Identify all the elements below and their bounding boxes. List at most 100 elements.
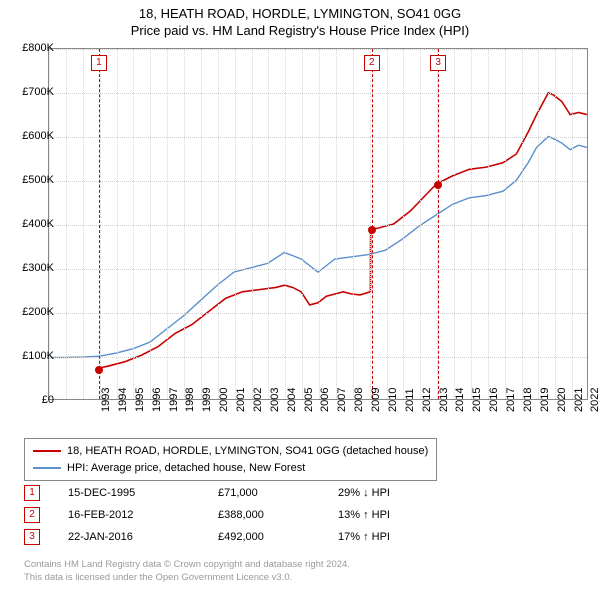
x-gridline [218, 49, 219, 399]
figure-container: 18, HEATH ROAD, HORDLE, LYMINGTON, SO41 … [0, 0, 600, 590]
x-axis-label: 1996 [151, 388, 163, 412]
x-axis-label: 2004 [286, 388, 298, 412]
event-row-date: 22-JAN-2016 [68, 531, 218, 543]
x-gridline [117, 49, 118, 399]
x-axis-label: 2003 [269, 388, 281, 412]
events-table: 115-DEC-1995£71,00029% ↓ HPI216-FEB-2012… [24, 482, 390, 548]
x-gridline [403, 49, 404, 399]
y-gridline [49, 313, 587, 314]
x-gridline [83, 49, 84, 399]
event-marker-box: 1 [91, 55, 107, 71]
title-line-1: 18, HEATH ROAD, HORDLE, LYMINGTON, SO41 … [0, 6, 600, 23]
x-gridline [167, 49, 168, 399]
event-marker-dot [95, 366, 103, 374]
x-axis-label: 2017 [505, 388, 517, 412]
x-gridline [252, 49, 253, 399]
disclaimer-line-2: This data is licensed under the Open Gov… [24, 572, 350, 584]
x-axis-label: 2000 [218, 388, 230, 412]
event-row-diff: 29% ↓ HPI [338, 487, 390, 499]
x-gridline [454, 49, 455, 399]
x-axis-label: 2010 [387, 388, 399, 412]
x-gridline [285, 49, 286, 399]
x-gridline [488, 49, 489, 399]
x-axis-label: 2021 [573, 388, 585, 412]
x-axis-label: 2013 [438, 388, 450, 412]
x-gridline [201, 49, 202, 399]
x-gridline [235, 49, 236, 399]
y-axis-label: £200K [22, 306, 54, 318]
x-gridline [268, 49, 269, 399]
x-gridline [353, 49, 354, 399]
event-row-marker: 2 [24, 507, 40, 523]
event-marker-box: 3 [430, 55, 446, 71]
x-axis-label: 2002 [252, 388, 264, 412]
x-axis-label: 2015 [471, 388, 483, 412]
x-gridline [505, 49, 506, 399]
x-axis-label: 2001 [235, 388, 247, 412]
event-row: 2 16-FEB-2012£388,00013% ↑ HPI [24, 504, 390, 526]
x-gridline [522, 49, 523, 399]
legend-item: HPI: Average price, detached house, New … [33, 460, 428, 477]
series-line [49, 137, 587, 358]
y-axis-label: £800K [22, 42, 54, 54]
event-row-marker: 1 [24, 485, 40, 501]
x-axis-label: 1994 [117, 388, 129, 412]
legend-label: 18, HEATH ROAD, HORDLE, LYMINGTON, SO41 … [67, 443, 428, 460]
y-axis-label: £500K [22, 174, 54, 186]
x-axis-label: 2008 [353, 388, 365, 412]
x-axis-label: 2022 [589, 388, 600, 412]
x-gridline [336, 49, 337, 399]
y-gridline [49, 225, 587, 226]
x-gridline [133, 49, 134, 399]
y-gridline [49, 269, 587, 270]
event-marker-dot [434, 181, 442, 189]
event-row-price: £492,000 [218, 531, 338, 543]
event-row-diff: 17% ↑ HPI [338, 531, 390, 543]
x-gridline [572, 49, 573, 399]
event-marker-dot [368, 226, 376, 234]
x-gridline [420, 49, 421, 399]
legend-swatch [33, 450, 61, 452]
legend-label: HPI: Average price, detached house, New … [67, 460, 305, 477]
x-gridline [184, 49, 185, 399]
x-axis-label: 2009 [370, 388, 382, 412]
event-row-marker: 3 [24, 529, 40, 545]
legend-item: 18, HEATH ROAD, HORDLE, LYMINGTON, SO41 … [33, 443, 428, 460]
y-axis-label: £100K [22, 350, 54, 362]
x-axis-label: 2011 [404, 388, 416, 412]
y-gridline [49, 137, 587, 138]
x-gridline [387, 49, 388, 399]
y-axis-label: £400K [22, 218, 54, 230]
y-gridline [49, 49, 587, 50]
event-row-price: £388,000 [218, 509, 338, 521]
y-axis-label: £600K [22, 130, 54, 142]
event-row-date: 15-DEC-1995 [68, 487, 218, 499]
x-axis-label: 2020 [556, 388, 568, 412]
event-marker-line [438, 49, 439, 399]
x-axis-label: 1995 [134, 388, 146, 412]
event-marker-box: 2 [364, 55, 380, 71]
x-gridline [319, 49, 320, 399]
x-axis-label: 1999 [201, 388, 213, 412]
title-block: 18, HEATH ROAD, HORDLE, LYMINGTON, SO41 … [0, 0, 600, 40]
title-line-2: Price paid vs. HM Land Registry's House … [0, 23, 600, 40]
x-gridline [302, 49, 303, 399]
x-gridline [370, 49, 371, 399]
y-gridline [49, 357, 587, 358]
event-marker-line [372, 49, 373, 399]
x-axis-label: 2012 [421, 388, 433, 412]
event-row-diff: 13% ↑ HPI [338, 509, 390, 521]
x-gridline [538, 49, 539, 399]
disclaimer-text: Contains HM Land Registry data © Crown c… [24, 559, 350, 584]
x-axis-label: 2019 [539, 388, 551, 412]
event-row: 115-DEC-1995£71,00029% ↓ HPI [24, 482, 390, 504]
x-gridline [555, 49, 556, 399]
chart-area: 123 199319941995199619971998199920002001… [48, 48, 588, 400]
plot-region: 1 2 3 [48, 48, 588, 400]
y-axis-label: £0 [42, 394, 54, 406]
disclaimer-line-1: Contains HM Land Registry data © Crown c… [24, 559, 350, 571]
x-axis-label: 1998 [184, 388, 196, 412]
y-axis-label: £700K [22, 86, 54, 98]
event-row-date: 16-FEB-2012 [68, 509, 218, 521]
line-series-svg [49, 49, 587, 399]
